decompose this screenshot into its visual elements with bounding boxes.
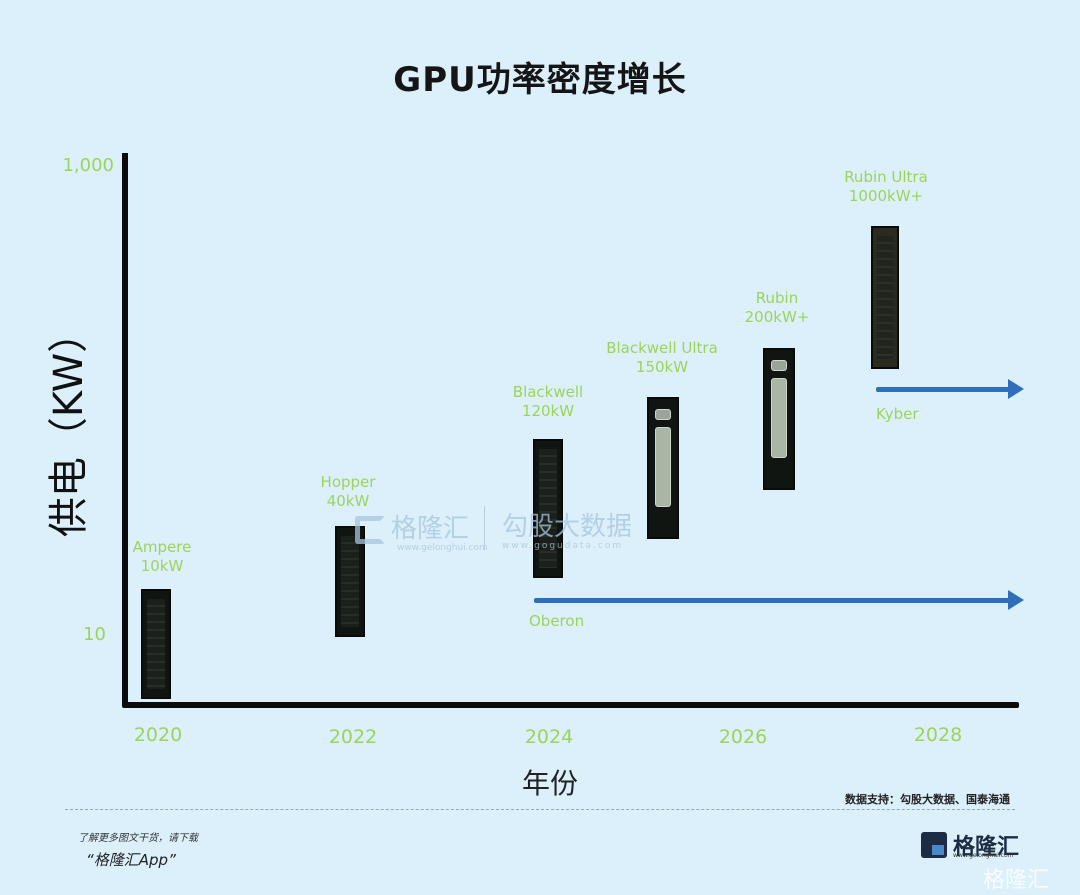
- y-tick-10: 10: [83, 624, 106, 645]
- gelonghui-logo-icon: [355, 515, 385, 544]
- label-ampere: Ampere 10kW: [132, 538, 192, 575]
- x-tick-2022: 2022: [328, 726, 378, 748]
- watermark-gelonghui: 格隆汇 www.gelonghui.com: [355, 508, 488, 553]
- rack-hopper: [335, 526, 365, 637]
- rack-rubin-ultra: [871, 226, 899, 369]
- corner-watermark: 格隆汇: [983, 868, 1050, 893]
- x-axis-label: 年份: [521, 767, 578, 800]
- chart-title: GPU功率密度增长: [393, 60, 687, 100]
- gelonghui-logo: 格隆汇: [921, 829, 1019, 861]
- rack-ampere: [141, 589, 171, 699]
- rack-panel: [771, 378, 787, 458]
- x-tick-2026: 2026: [718, 726, 768, 748]
- rack-blackwell-ultra: [647, 397, 679, 539]
- rack-slot: [655, 409, 671, 420]
- kyber-label: Kyber: [876, 405, 919, 423]
- y-axis-line: [122, 153, 128, 706]
- gelonghui-g-icon: [921, 832, 947, 858]
- rack-slot: [771, 360, 787, 371]
- rack-rubin: [763, 348, 795, 490]
- label-blackwell: Blackwell 120kW: [512, 383, 584, 420]
- watermark-gogudata: 勾股大数据 www.gogudata.com: [502, 512, 633, 551]
- label-rubin: Rubin 200kW+: [744, 289, 810, 326]
- promo-app-name: “格隆汇App”: [86, 851, 176, 869]
- oberon-arrow: [534, 590, 1024, 610]
- x-tick-2028: 2028: [913, 724, 963, 746]
- x-tick-2024: 2024: [524, 726, 574, 748]
- y-tick-1000: 1,000: [62, 155, 114, 176]
- x-axis-line: [122, 702, 1019, 708]
- logo-url: www.gelonghui.com: [953, 852, 1014, 859]
- rack-blackwell: [533, 439, 563, 578]
- oberon-label: Oberon: [529, 612, 585, 630]
- watermark-divider: [484, 506, 485, 550]
- promo-text: 了解更多图文干货，请下载: [78, 833, 198, 844]
- footer-divider: [65, 809, 1015, 810]
- x-tick-2020: 2020: [133, 724, 183, 746]
- label-blackwell-ultra: Blackwell Ultra 150kW: [606, 339, 718, 376]
- rack-panel: [655, 427, 671, 507]
- label-hopper: Hopper 40kW: [320, 473, 376, 510]
- y-axis-label: 供电（KW）: [46, 312, 93, 538]
- data-source: 数据支持：勾股大数据、国泰海通: [845, 793, 1010, 806]
- label-rubin-ultra: Rubin Ultra 1000kW+: [844, 168, 928, 205]
- kyber-arrow: [876, 379, 1024, 399]
